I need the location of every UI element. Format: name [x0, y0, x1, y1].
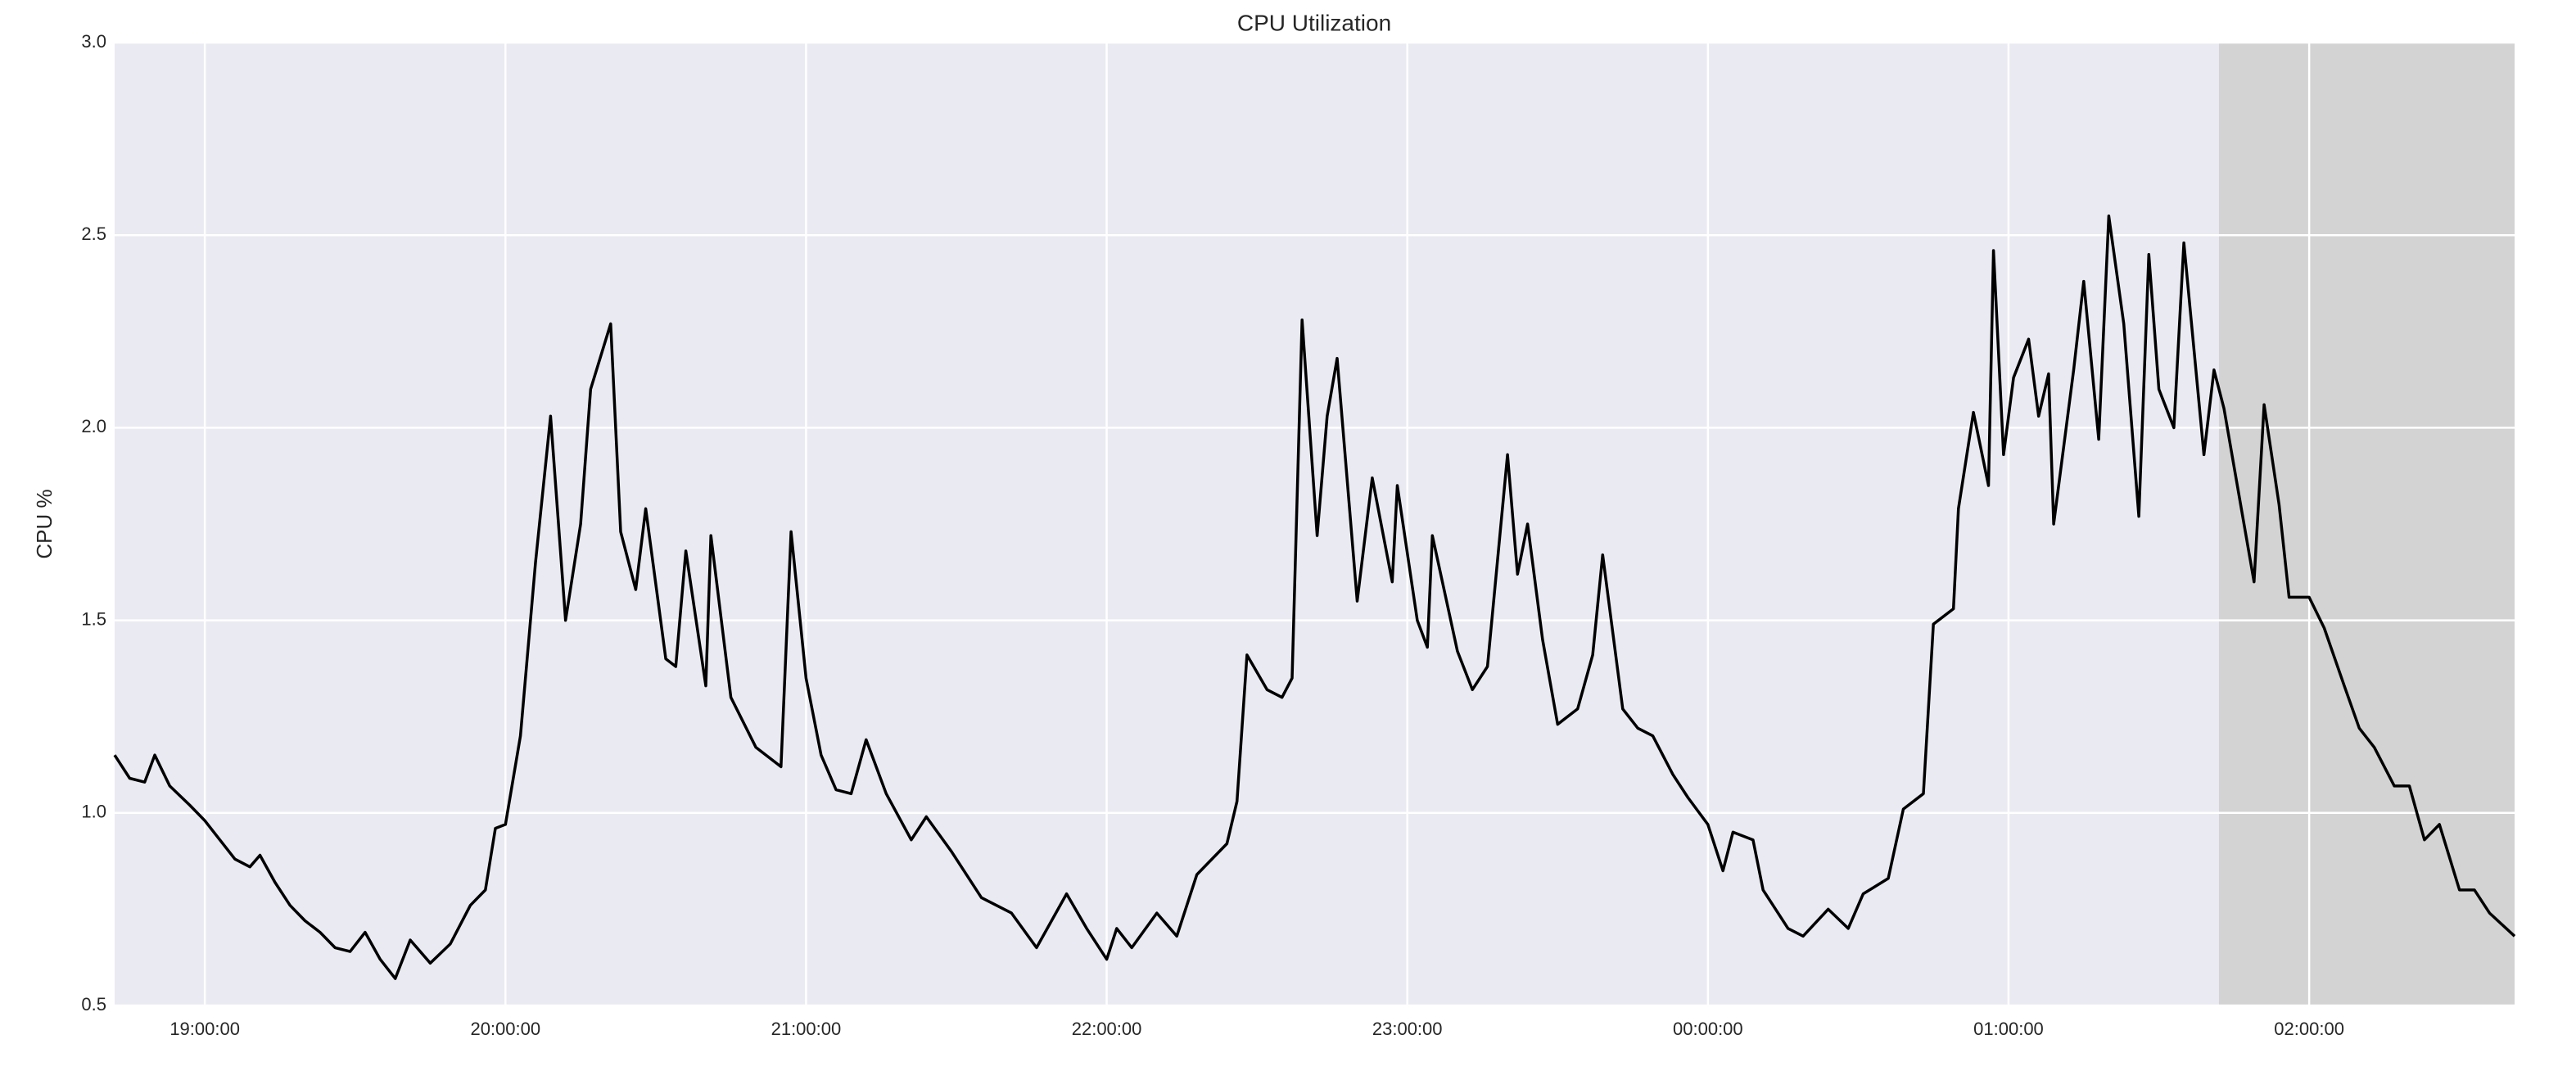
y-tick-label: 2.5	[81, 224, 106, 244]
plot-area	[115, 43, 2515, 1005]
x-tick-label: 01:00:00	[1973, 1019, 2044, 1039]
x-tick-label: 19:00:00	[169, 1019, 240, 1039]
line	[113, 214, 2516, 980]
y-axis-label: CPU %	[32, 489, 56, 558]
y-tick-label: 1.0	[81, 802, 106, 822]
highlight-span	[2218, 43, 2515, 1005]
y-tick-label: 0.5	[81, 994, 106, 1015]
x-tick-label: 02:00:00	[2274, 1019, 2344, 1039]
y-tick-label: 2.0	[81, 416, 106, 436]
x-tick-label: 00:00:00	[1673, 1019, 1743, 1039]
x-tick-label: 23:00:00	[1372, 1019, 1443, 1039]
chart-title: CPU Utilization	[1237, 10, 1391, 35]
x-tick-label: 22:00:00	[1072, 1019, 1142, 1039]
x-tick-label: 21:00:00	[771, 1019, 842, 1039]
y-tick-label: 3.0	[81, 31, 106, 52]
y-tick-label: 1.5	[81, 608, 106, 629]
x-tick-label: 20:00:00	[470, 1019, 540, 1039]
